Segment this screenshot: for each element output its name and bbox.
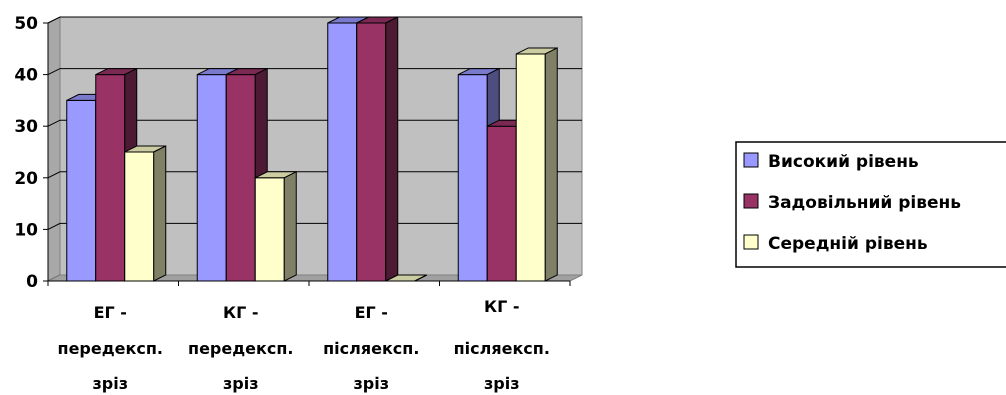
bar-front <box>356 22 387 282</box>
bar-front <box>196 74 227 282</box>
legend-swatch <box>743 193 759 209</box>
y-tick-label: 20 <box>14 169 38 189</box>
x-tick-label: післяексп. <box>454 339 550 358</box>
bar-front <box>225 74 256 282</box>
y-tick-label: 50 <box>14 14 38 34</box>
bar-side <box>385 16 399 282</box>
legend: Високий рівень Задовільний рівень Середній… <box>735 141 1006 268</box>
gridline <box>47 16 582 24</box>
side-wall <box>47 16 61 282</box>
legend-box <box>735 141 1006 268</box>
y-tick-label: 30 <box>14 117 38 137</box>
x-tick-label: післяексп. <box>323 339 419 358</box>
x-tick-label: ЕГ - <box>94 303 127 322</box>
bar-side <box>414 274 427 282</box>
bars <box>66 16 558 282</box>
bar <box>385 274 427 282</box>
bar <box>356 16 399 282</box>
legend-label: Задовільний рівень <box>768 193 961 213</box>
legend-label: Середній рівень <box>768 234 928 254</box>
bar-side <box>283 170 297 282</box>
bar-front <box>515 53 546 282</box>
x-tick-label: зріз <box>92 374 128 393</box>
bar-front <box>457 74 488 282</box>
x-tick-label: КГ - <box>223 303 258 322</box>
bar-front <box>254 177 285 282</box>
gridline <box>47 119 582 127</box>
bar-front <box>66 99 97 282</box>
bar-side <box>544 47 558 282</box>
axes: 0 10 20 30 40 50 ЕГ - передексп. зріз КГ - передек… <box>14 14 571 393</box>
x-tick-label: зріз <box>484 374 520 393</box>
legend-swatch <box>743 152 759 168</box>
bar <box>124 145 167 282</box>
bar-front <box>327 22 358 282</box>
x-tick-label: зріз <box>223 374 259 393</box>
x-tick-label: КГ - <box>484 297 519 316</box>
y-tick-label: 40 <box>14 66 38 86</box>
legend-item: Середній рівень <box>743 234 928 254</box>
x-tick-label: передексп. <box>188 339 293 358</box>
x-tick-label: ЕГ - <box>355 303 388 322</box>
bar-front <box>486 125 517 282</box>
legend-swatch <box>743 234 759 250</box>
bar-front <box>124 151 155 282</box>
gridline <box>47 68 582 76</box>
bar <box>515 47 558 282</box>
bar-side <box>153 145 167 282</box>
legend-item: Високий рівень <box>743 152 919 172</box>
bar <box>254 170 297 282</box>
bar-front <box>95 74 126 282</box>
legend-label: Високий рівень <box>768 152 919 172</box>
gridline <box>47 171 582 179</box>
y-tick-label: 10 <box>14 220 38 240</box>
legend-item: Задовільний рівень <box>743 193 961 213</box>
x-tick-label: передексп. <box>58 339 163 358</box>
x-tick-label: зріз <box>353 374 389 393</box>
y-tick-label: 0 <box>26 272 38 292</box>
gridline <box>47 222 582 230</box>
